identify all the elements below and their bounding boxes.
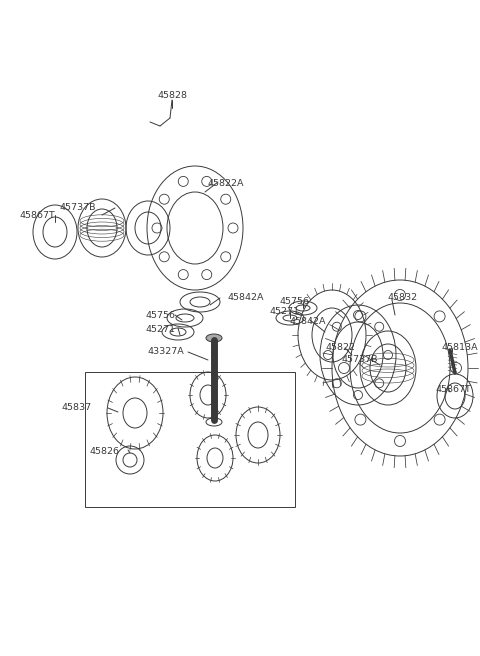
Text: 45837: 45837 (62, 403, 92, 413)
Ellipse shape (206, 334, 222, 342)
Text: 45867T: 45867T (20, 211, 56, 220)
Bar (85, 372, 295, 507)
Text: 45737B: 45737B (60, 203, 96, 213)
Text: 45756: 45756 (145, 310, 175, 319)
Text: 45826: 45826 (90, 447, 120, 457)
Text: 45842A: 45842A (290, 318, 326, 327)
Text: 45813A: 45813A (442, 344, 479, 352)
Text: 45832: 45832 (388, 293, 418, 302)
Text: 45271: 45271 (270, 308, 300, 316)
Text: 45756: 45756 (280, 298, 310, 306)
Text: 45828: 45828 (158, 91, 188, 100)
Text: 45737B: 45737B (342, 356, 379, 365)
Text: 45822A: 45822A (208, 178, 244, 188)
Text: 43327A: 43327A (148, 348, 185, 356)
Text: 45867T: 45867T (435, 386, 471, 394)
Text: 45842A: 45842A (228, 293, 264, 302)
Text: 45822: 45822 (325, 344, 355, 352)
Text: 45271: 45271 (145, 325, 175, 335)
